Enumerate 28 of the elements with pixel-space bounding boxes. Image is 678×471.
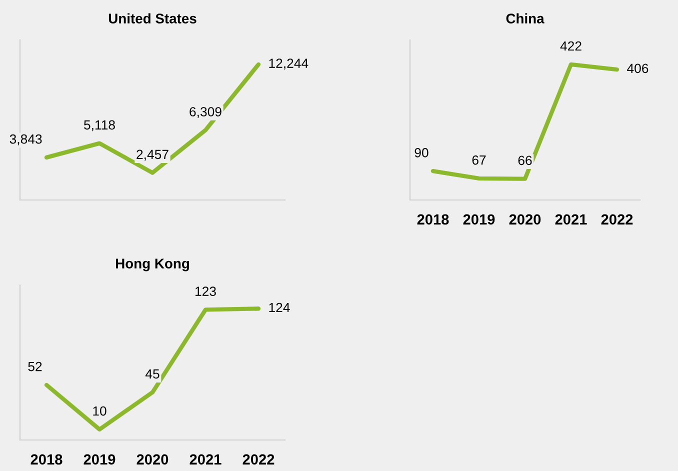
data-label: 66: [518, 156, 532, 166]
x-tick-label: 2019: [463, 214, 495, 225]
data-label: 124: [269, 302, 290, 312]
x-tick-label: 2020: [136, 454, 168, 465]
data-label: 45: [145, 369, 160, 379]
x-tick-label: 2021: [555, 214, 587, 225]
x-tick-label: 2021: [190, 454, 222, 465]
x-tick-label: 2018: [417, 214, 449, 225]
data-label: 67: [472, 155, 486, 165]
x-tick-label: 2019: [84, 454, 116, 465]
data-label: 6,309: [190, 107, 222, 118]
data-label: 406: [627, 64, 648, 74]
x-tick-label: 2022: [601, 214, 633, 225]
data-label: 12,244: [269, 58, 308, 70]
data-label: 2,457: [136, 150, 168, 161]
data-label: 5,118: [84, 120, 115, 132]
x-tick-label: 2022: [242, 454, 274, 465]
data-label: 123: [196, 286, 216, 296]
data-label: 3,843: [10, 134, 42, 146]
chart-title: Hong Kong: [116, 258, 189, 272]
data-label: 52: [28, 362, 42, 372]
chart-title: United States: [108, 13, 196, 24]
x-tick-label: 2020: [509, 214, 541, 225]
data-label: 90: [414, 148, 428, 158]
x-tick-label: 2018: [30, 454, 62, 465]
data-label: 10: [93, 406, 106, 416]
data-label: 422: [560, 41, 582, 51]
chart-title: China: [506, 13, 544, 24]
